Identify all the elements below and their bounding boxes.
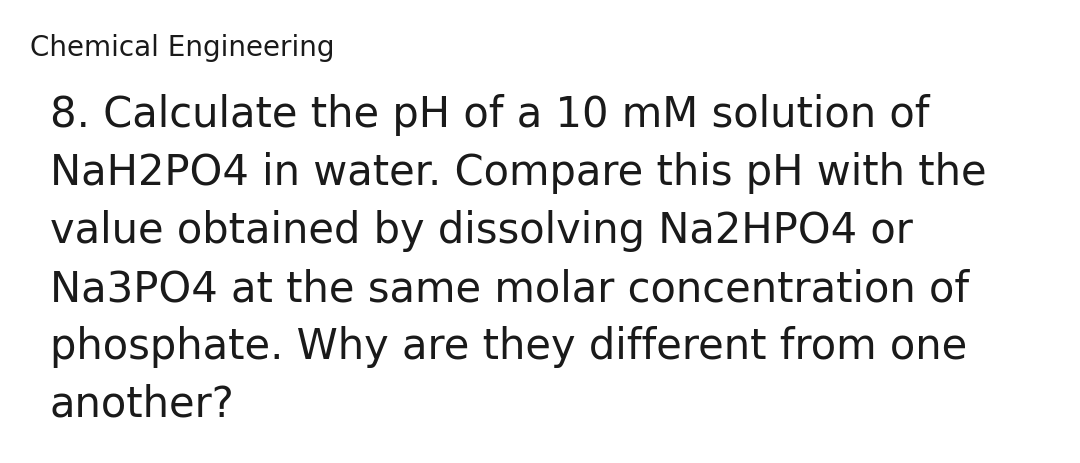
Text: NaH2PO4 in water. Compare this pH with the: NaH2PO4 in water. Compare this pH with t… — [50, 152, 987, 194]
Text: another?: another? — [50, 383, 234, 425]
Text: Na3PO4 at the same molar concentration of: Na3PO4 at the same molar concentration o… — [50, 268, 969, 309]
Text: Chemical Engineering: Chemical Engineering — [30, 34, 335, 62]
Text: 8. Calculate the pH of a 10 mM solution of: 8. Calculate the pH of a 10 mM solution … — [50, 94, 930, 136]
Text: value obtained by dissolving Na2HPO4 or: value obtained by dissolving Na2HPO4 or — [50, 210, 913, 251]
Text: phosphate. Why are they different from one: phosphate. Why are they different from o… — [50, 325, 968, 367]
